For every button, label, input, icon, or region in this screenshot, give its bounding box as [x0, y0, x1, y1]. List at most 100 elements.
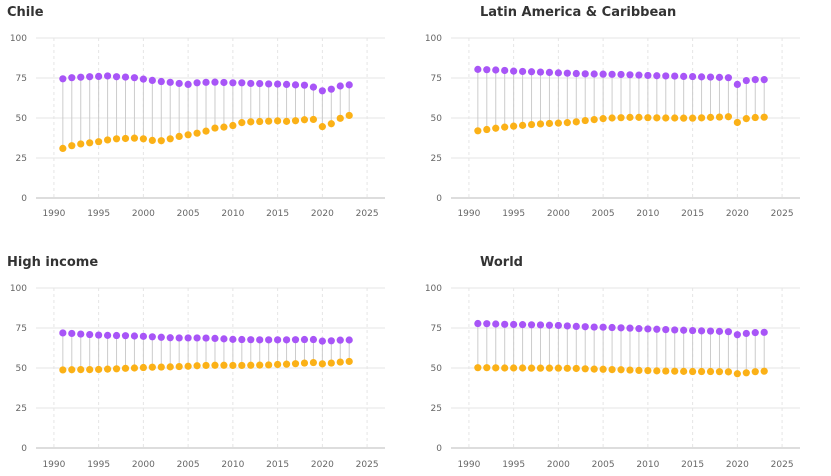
data-point-series-b — [751, 113, 759, 122]
data-point-series-b — [617, 114, 625, 122]
data-point-series-b — [139, 135, 147, 143]
data-point-series-b — [130, 364, 139, 372]
data-point-series-b — [59, 366, 67, 374]
data-point-series-a — [175, 334, 183, 342]
data-point-series-b — [545, 119, 554, 128]
data-point-series-b — [501, 123, 509, 131]
data-point-series-b — [59, 144, 67, 152]
y-tick-label: 100 — [10, 34, 27, 44]
data-point-series-a — [247, 79, 255, 88]
y-tick-label: 50 — [431, 364, 443, 374]
y-tick-label: 75 — [431, 74, 442, 84]
data-point-series-b — [671, 367, 679, 375]
data-point-series-b — [617, 366, 625, 374]
data-point-series-a — [563, 69, 571, 77]
data-point-series-a — [680, 326, 688, 334]
data-point-series-a — [554, 321, 562, 330]
data-point-series-a — [572, 69, 580, 78]
data-point-series-a — [121, 332, 130, 340]
data-point-series-b — [581, 365, 589, 373]
data-point-series-b — [86, 366, 94, 374]
data-point-series-a — [706, 73, 715, 81]
data-point-series-a — [608, 323, 616, 332]
data-point-series-b — [563, 119, 571, 127]
data-point-series-a — [760, 328, 768, 336]
data-point-series-a — [327, 85, 335, 93]
data-point-series-b — [527, 120, 536, 129]
chart-panel-latin-america: Latin America & Caribbean 0 25 50 75 100 1990… — [415, 0, 830, 238]
data-point-series-a — [103, 72, 112, 80]
x-tick-label: 2010 — [221, 460, 244, 470]
data-point-series-b — [247, 361, 255, 369]
chart-svg: 0 25 50 75 100 1990 1995 2000 2005 2010 2015 2020 20… — [425, 34, 800, 219]
data-point-series-a — [148, 333, 156, 341]
data-point-series-a — [274, 336, 282, 344]
data-point-series-b — [706, 113, 715, 121]
y-tick-label: 0 — [21, 194, 27, 204]
data-point-series-b — [309, 115, 318, 124]
data-point-series-a — [202, 78, 210, 86]
x-tick-label: 2010 — [636, 209, 659, 219]
data-point-series-a — [184, 334, 192, 342]
chart-panel-world: World 0 25 50 75 100 1990 1995 2000 2005 2010 2015… — [415, 238, 830, 476]
data-point-series-a — [175, 79, 183, 88]
x-tick-label: 1995 — [502, 460, 525, 470]
data-point-series-b — [148, 363, 156, 371]
data-point-series-a — [510, 320, 518, 329]
data-point-series-b — [211, 124, 219, 132]
x-tick-label: 2015 — [266, 209, 289, 219]
data-point-series-b — [282, 360, 291, 368]
data-point-series-a — [345, 336, 353, 344]
x-tick-label: 2010 — [636, 460, 659, 470]
data-point-series-b — [510, 122, 518, 130]
data-point-series-a — [130, 332, 139, 340]
data-point-series-a — [309, 83, 318, 91]
data-point-series-b — [724, 113, 733, 121]
data-point-series-a — [751, 329, 759, 337]
data-point-series-b — [635, 113, 643, 121]
data-point-series-b — [309, 358, 318, 367]
data-point-series-b — [715, 368, 724, 376]
data-point-series-a — [501, 66, 509, 75]
data-point-series-a — [247, 336, 255, 344]
data-point-series-a — [86, 330, 94, 339]
data-point-series-b — [336, 114, 344, 122]
data-point-series-a — [653, 72, 661, 80]
data-point-series-b — [157, 363, 165, 371]
x-tick-label: 2000 — [547, 209, 570, 219]
data-point-series-a — [653, 325, 661, 333]
data-point-series-a — [671, 72, 679, 80]
data-point-series-a — [554, 69, 562, 77]
data-point-series-a — [724, 328, 733, 336]
data-point-series-a — [184, 80, 192, 88]
data-point-series-a — [724, 74, 733, 82]
data-point-series-a — [327, 337, 335, 345]
x-tick-label: 2000 — [547, 460, 570, 470]
data-point-series-b — [536, 364, 545, 372]
data-point-series-a — [563, 322, 571, 330]
data-point-series-a — [121, 73, 130, 81]
data-point-series-b — [345, 111, 353, 120]
data-point-series-a — [274, 80, 282, 88]
data-point-series-b — [274, 360, 282, 369]
data-point-series-a — [733, 331, 741, 339]
data-point-series-a — [697, 327, 706, 335]
data-point-series-a — [309, 335, 318, 344]
data-point-series-a — [68, 74, 76, 82]
data-point-series-b — [247, 118, 255, 126]
chart-panel-chile: Chile 0 25 50 75 100 1990 1995 2000 2005 2010 2015… — [0, 0, 415, 238]
x-tick-label: 2025 — [356, 460, 379, 470]
data-point-series-a — [510, 67, 518, 75]
data-point-series-b — [581, 116, 589, 125]
x-tick-label: 2020 — [311, 209, 334, 219]
data-point-series-b — [501, 364, 509, 372]
data-point-series-a — [635, 71, 643, 79]
data-point-series-b — [318, 123, 326, 131]
data-point-series-a — [518, 67, 527, 76]
data-point-series-a — [483, 320, 491, 328]
data-point-series-b — [518, 121, 527, 129]
data-point-series-b — [345, 357, 353, 366]
x-tick-label: 2020 — [726, 209, 749, 219]
data-point-series-b — [238, 119, 246, 127]
data-point-series-a — [112, 73, 121, 81]
